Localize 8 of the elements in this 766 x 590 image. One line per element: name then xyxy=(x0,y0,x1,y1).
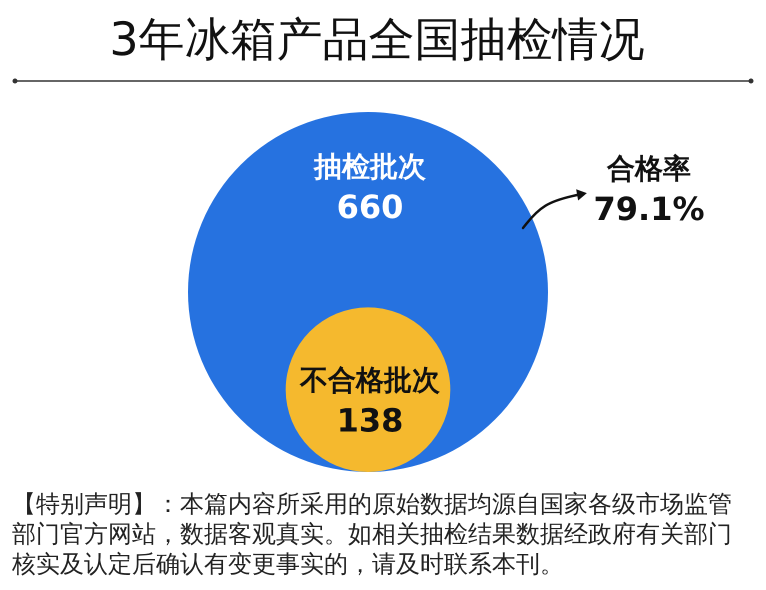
data-label: 660 xyxy=(336,188,404,226)
data-label: 138 xyxy=(336,402,404,440)
text: 合格率 xyxy=(606,152,691,185)
text: 【特别声明】：本篇内容所采用的原始数据均源自国家各级市场监管部门官方网站，数据客观真实。如相关抽检结果数据经政府有关部门核实及认定后确认有变更事实的，请及时联系本刊。 xyxy=(11,490,732,578)
category-label: 抽检批次 xyxy=(313,150,427,184)
category-label: 不合格批次 xyxy=(299,364,441,397)
text: 79.1% xyxy=(593,190,705,228)
text: 3年冰箱产品全国抽检情况 xyxy=(109,12,645,66)
